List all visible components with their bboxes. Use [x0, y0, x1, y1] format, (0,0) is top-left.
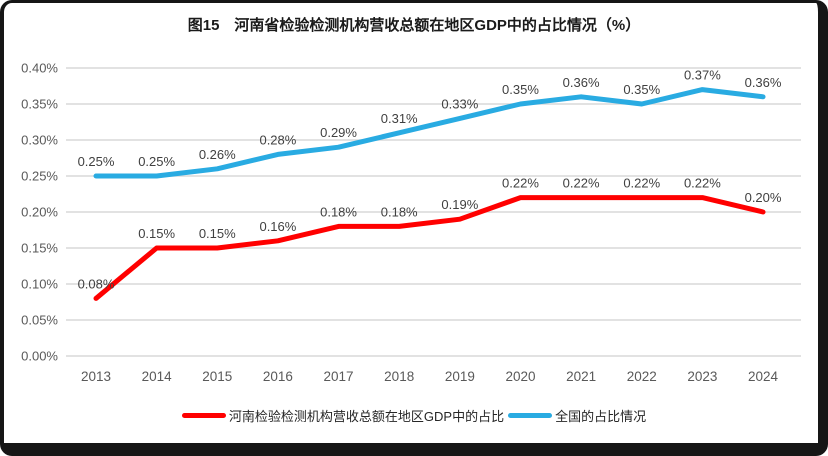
x-axis-tick-label: 2023: [687, 369, 717, 384]
data-label-series-1: 0.25%: [78, 154, 115, 169]
data-label-series-1: 0.36%: [563, 75, 600, 90]
x-axis-tick-label: 2018: [384, 369, 414, 384]
legend-label-henan: 河南检验检测机构营收总额在地区GDP中的占比: [228, 409, 505, 424]
y-axis-tick-label: 0.20%: [21, 205, 58, 220]
data-label-series-0: 0.22%: [502, 176, 539, 191]
data-label-series-0: 0.18%: [320, 204, 357, 219]
data-label-series-1: 0.25%: [138, 154, 175, 169]
data-label-series-1: 0.36%: [745, 75, 782, 90]
y-axis-tick-label: 0.10%: [21, 277, 58, 292]
data-label-series-1: 0.35%: [623, 82, 660, 97]
x-axis-tick-label: 2020: [505, 369, 535, 384]
y-axis-tick-label: 0.35%: [21, 97, 58, 112]
data-label-series-0: 0.22%: [563, 176, 600, 191]
data-label-series-0: 0.08%: [78, 276, 115, 291]
x-axis-tick-label: 2024: [748, 369, 779, 384]
y-axis-tick-label: 0.30%: [21, 133, 58, 148]
x-axis-tick-label: 2022: [627, 369, 657, 384]
legend-item-national: 全国的占比情况: [508, 406, 646, 425]
data-label-series-1: 0.29%: [320, 125, 357, 140]
x-axis-tick-label: 2014: [142, 369, 173, 384]
y-axis-tick-label: 0.00%: [21, 349, 58, 364]
data-label-series-0: 0.22%: [623, 176, 660, 191]
legend-label-national: 全国的占比情况: [555, 409, 647, 424]
x-axis-tick-label: 2017: [324, 369, 354, 384]
data-label-series-0: 0.19%: [441, 197, 478, 212]
data-label-series-1: 0.31%: [381, 111, 418, 126]
series-line-0: [93, 195, 766, 301]
y-axis-tick-label: 0.25%: [21, 169, 58, 184]
data-label-series-1: 0.35%: [502, 82, 539, 97]
data-label-series-0: 0.15%: [138, 226, 175, 241]
data-label-series-0: 0.16%: [259, 219, 296, 234]
x-axis-tick-label: 2016: [263, 369, 293, 384]
x-axis-tick-label: 2021: [566, 369, 596, 384]
legend-swatch-henan: [181, 413, 226, 418]
y-axis-tick-label: 0.15%: [21, 241, 58, 256]
chart-title: 图15 河南省检验检测机构营收总额在地区GDP中的占比情况（%）: [187, 17, 641, 34]
legend-swatch-national: [508, 413, 553, 418]
chart-legend: 河南检验检测机构营收总额在地区GDP中的占比 全国的占比情况: [0, 406, 828, 425]
series-line-1: [93, 87, 766, 179]
data-label-series-0: 0.15%: [199, 226, 236, 241]
y-axis-tick-label: 0.05%: [21, 313, 58, 328]
data-label-series-1: 0.26%: [199, 147, 236, 162]
data-label-series-1: 0.28%: [259, 132, 296, 147]
x-axis-tick-label: 2015: [202, 369, 232, 384]
data-label-series-1: 0.37%: [684, 68, 721, 83]
x-axis-tick-label: 2019: [445, 369, 475, 384]
data-label-series-0: 0.22%: [684, 176, 721, 191]
data-label-series-0: 0.18%: [381, 204, 418, 219]
y-axis-tick-label: 0.40%: [21, 61, 58, 76]
legend-item-henan: 河南检验检测机构营收总额在地区GDP中的占比: [181, 406, 505, 425]
data-label-series-1: 0.33%: [441, 96, 478, 111]
data-label-series-0: 0.20%: [745, 190, 782, 205]
x-axis-tick-label: 2013: [81, 369, 111, 384]
